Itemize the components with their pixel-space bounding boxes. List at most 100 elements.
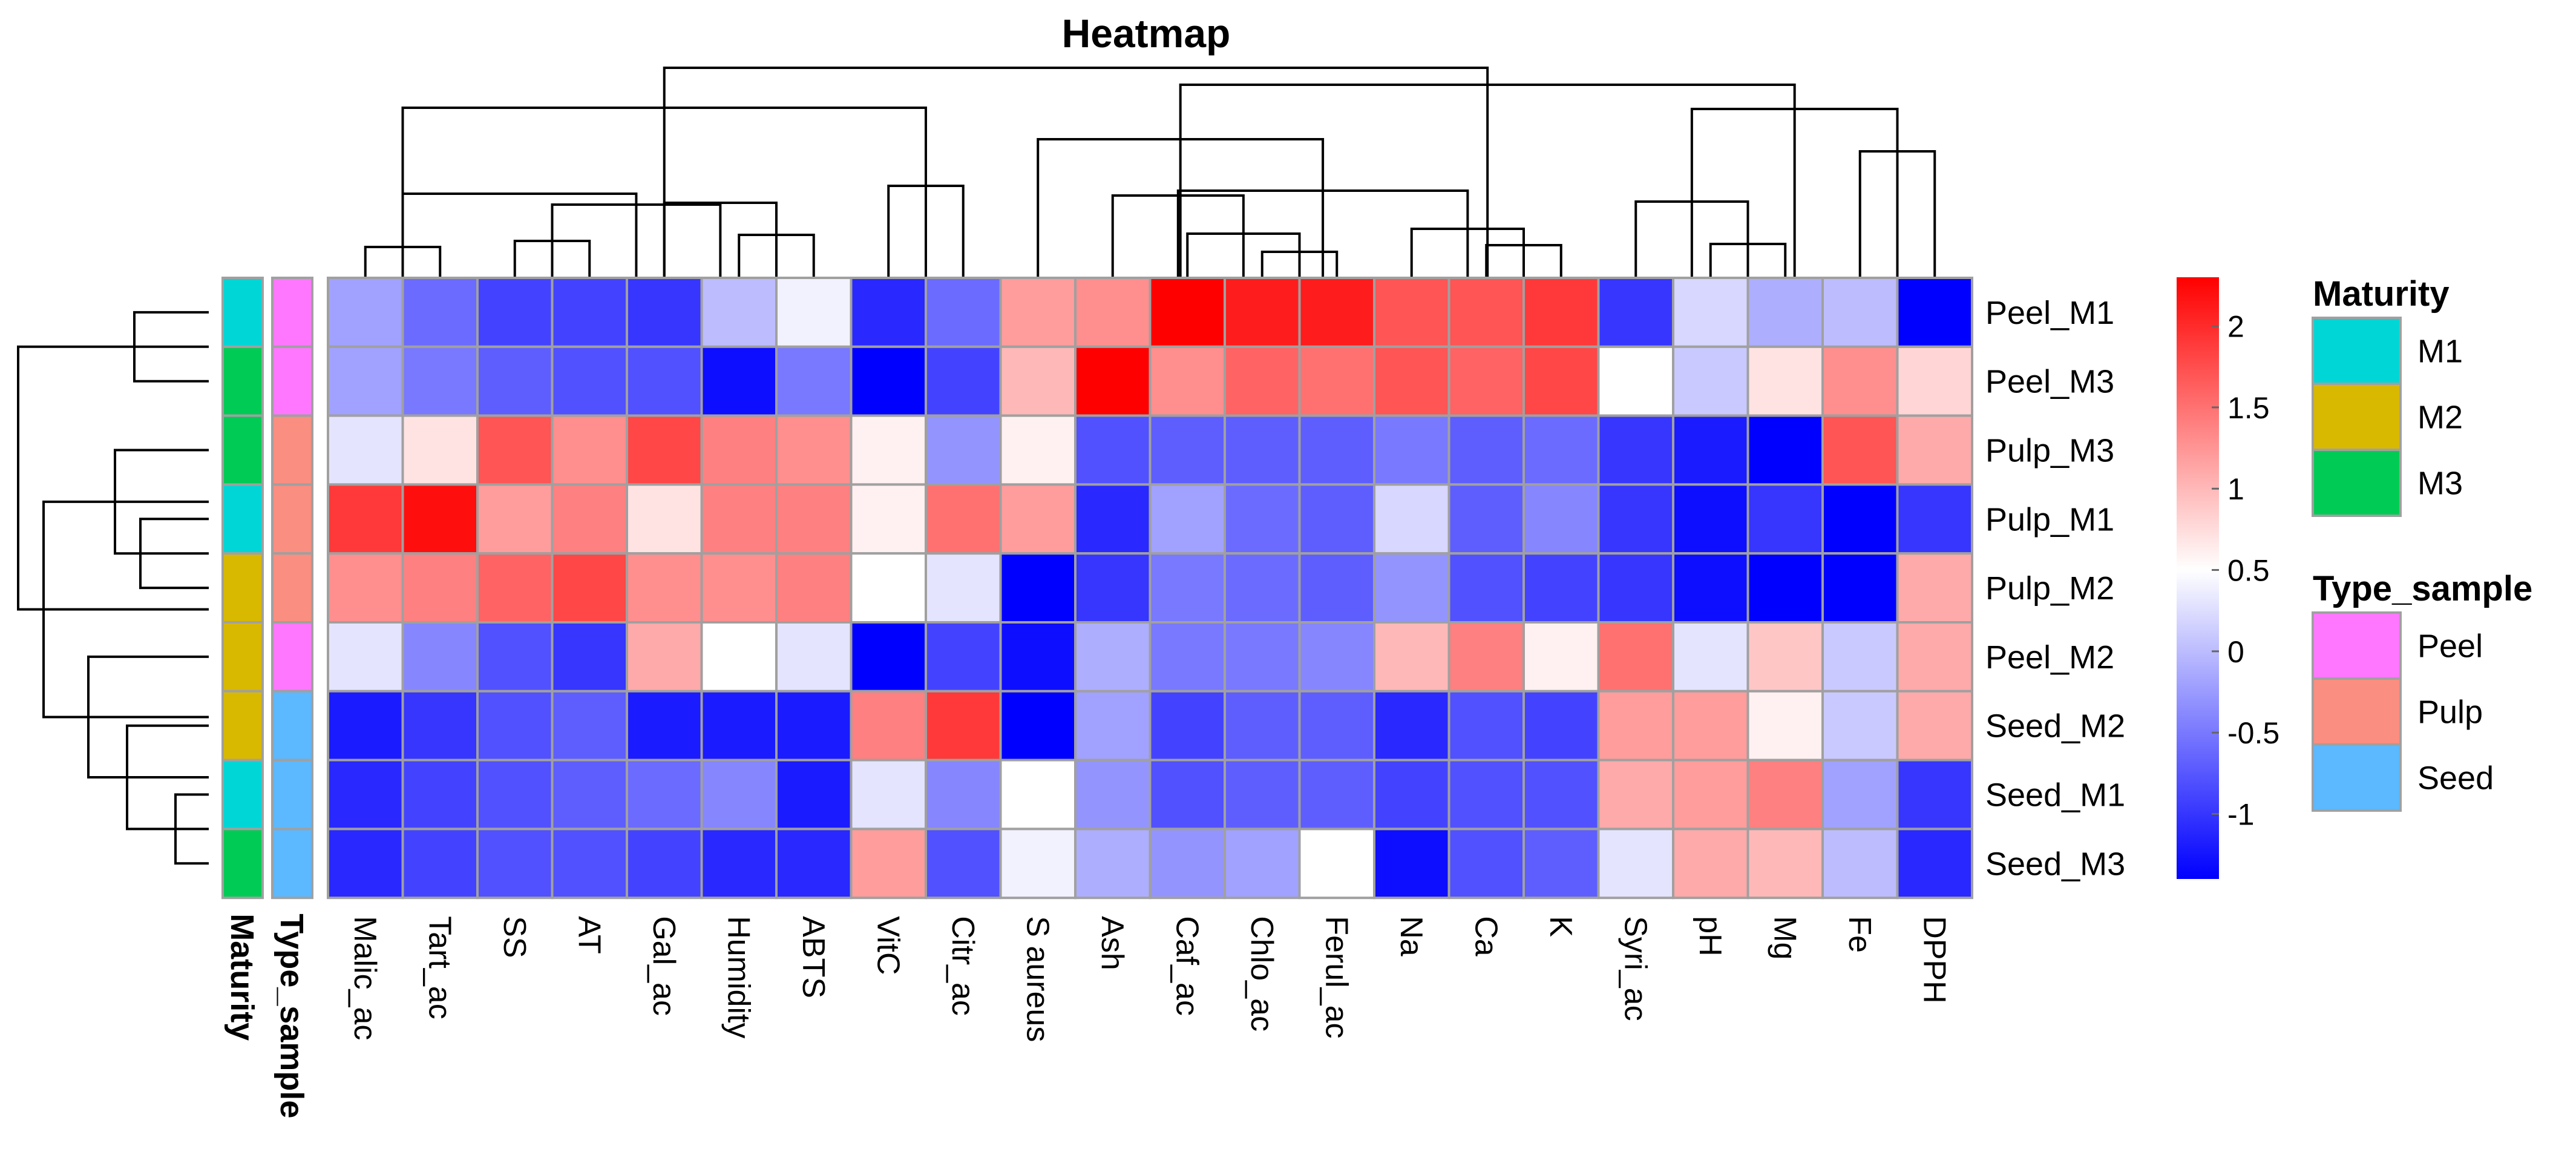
heatmap-cell (1522, 414, 1600, 486)
annotation-cell-type-sample (271, 414, 313, 486)
column-label: Ca (1468, 916, 1503, 956)
row-annotation-strips (221, 277, 313, 900)
heatmap-cell (476, 621, 554, 693)
annotation-titles: Maturity Type_sample (224, 913, 310, 1118)
heatmap-cell (401, 828, 479, 900)
heatmap-cell (775, 345, 853, 417)
column-label: Mg (1767, 916, 1802, 959)
column-label: Ferul_ac (1319, 916, 1354, 1038)
legend-title: Type_sample (2313, 569, 2532, 608)
heatmap-cell (626, 690, 703, 762)
heatmap-cell (1074, 414, 1152, 486)
heatmap-cell (700, 414, 778, 486)
heatmap-cell (476, 414, 554, 486)
heatmap-cell (1074, 828, 1152, 900)
heatmap-cell (1447, 621, 1525, 693)
heatmap-cell (476, 277, 554, 348)
heatmap-cell (1224, 552, 1301, 624)
column-label: Syri_ac (1617, 916, 1653, 1021)
heatmap-cell (476, 828, 554, 900)
heatmap-cell (1672, 345, 1749, 417)
heatmap-cell (1821, 828, 1899, 900)
column-label: Na (1394, 916, 1429, 956)
heatmap-cell (999, 277, 1077, 348)
column-label: VitC (870, 916, 905, 975)
row-dendrogram (17, 311, 209, 865)
heatmap-cell (1522, 621, 1600, 693)
heatmap-cell (1298, 277, 1375, 348)
heatmap-cell (1672, 277, 1749, 348)
heatmap-cell (1672, 552, 1749, 624)
color-scale-tick-label: -1 (2227, 798, 2254, 832)
dendrogram-branch (17, 345, 209, 611)
column-labels: Malic_ac Tart_ac SS AT Gal_ac Humidity ABTS Vit… (347, 916, 1952, 1042)
heatmap-cell (1447, 345, 1525, 417)
column-label: Caf_ac (1169, 916, 1204, 1016)
heatmap-cell (327, 759, 404, 831)
dendrogram-branch (401, 193, 638, 278)
heatmap-cell (1746, 552, 1824, 624)
heatmap-cell (1373, 621, 1450, 693)
row-label: Seed_M1 (1985, 777, 2125, 814)
column-label: Citr_ac (945, 916, 980, 1016)
chart-title: Heatmap (1062, 11, 1231, 56)
heatmap-cell (999, 621, 1077, 693)
heatmap-cell (327, 621, 404, 693)
annotation-cell-maturity (221, 621, 264, 693)
heatmap-cell (700, 345, 778, 417)
heatmap-cell (476, 345, 554, 417)
legend-label: Pulp (2417, 694, 2483, 731)
heatmap-cell (700, 828, 778, 900)
heatmap-cell (1672, 759, 1749, 831)
heatmap-cell (700, 690, 778, 762)
heatmap-cell (476, 483, 554, 555)
heatmap-cell (1149, 552, 1226, 624)
annotation-cell-maturity (221, 828, 264, 900)
heatmap-cell (1746, 277, 1824, 348)
heatmap-cell (1597, 345, 1674, 417)
heatmap-cell (925, 690, 1002, 762)
heatmap-cell (327, 345, 404, 417)
heatmap-cell (1298, 828, 1375, 900)
heatmap-cell (775, 828, 853, 900)
heatmap-cell (1597, 277, 1674, 348)
annotation-cell-maturity (221, 483, 264, 555)
heatmap-cell (1597, 552, 1674, 624)
heatmap-cell (1746, 483, 1824, 555)
color-scale-tick-label: 0 (2227, 635, 2244, 669)
column-label: ABTS (796, 916, 831, 998)
annotation-cell-type-sample (271, 483, 313, 555)
heatmap-cell (1896, 552, 1973, 624)
heatmap-cell (551, 277, 628, 348)
heatmap-cell (551, 621, 628, 693)
annotation-cell-maturity (221, 414, 264, 486)
legend-label: Seed (2417, 760, 2494, 797)
dendrogram-branch (663, 67, 1489, 278)
heatmap-cell (1746, 690, 1824, 762)
heatmap-cell (999, 483, 1077, 555)
heatmap-cell (551, 345, 628, 417)
heatmap-cell (401, 414, 479, 486)
heatmap-cell (1522, 277, 1600, 348)
heatmap-cell (1522, 552, 1600, 624)
heatmap-cell (1224, 690, 1301, 762)
heatmap-cell (1373, 277, 1450, 348)
heatmap-cell (700, 759, 778, 831)
heatmap-cell (925, 483, 1002, 555)
heatmap-cell (850, 345, 927, 417)
legend-title: Maturity (2313, 274, 2450, 314)
heatmap-cell (1597, 759, 1674, 831)
heatmap-cell (999, 345, 1077, 417)
heatmap-cell (775, 277, 853, 348)
heatmap-cell (1821, 277, 1899, 348)
heatmap-cell (1522, 759, 1600, 831)
heatmap-cell (626, 414, 703, 486)
row-label: Seed_M2 (1985, 708, 2125, 745)
heatmap-cell (1896, 277, 1973, 348)
annotation-cell-maturity (221, 345, 264, 417)
heatmap-cell (850, 828, 927, 900)
heatmap-cell (1224, 828, 1301, 900)
heatmap-cell (850, 621, 927, 693)
heatmap-cell (1074, 690, 1152, 762)
heatmap-cell (1597, 690, 1674, 762)
